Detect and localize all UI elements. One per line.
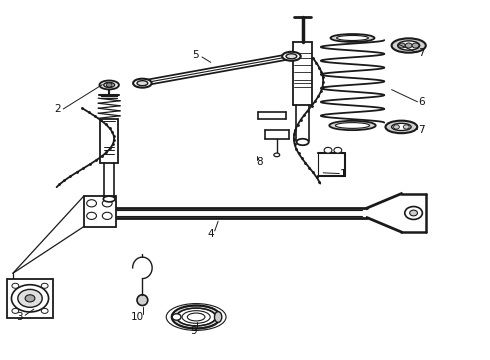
Ellipse shape bbox=[215, 312, 222, 322]
Ellipse shape bbox=[133, 79, 152, 87]
Text: 1: 1 bbox=[340, 168, 346, 179]
Text: 10: 10 bbox=[131, 312, 144, 322]
Circle shape bbox=[102, 200, 112, 207]
Circle shape bbox=[403, 125, 409, 129]
Circle shape bbox=[393, 125, 399, 129]
Circle shape bbox=[334, 147, 342, 153]
Text: 2: 2 bbox=[54, 104, 61, 114]
Ellipse shape bbox=[172, 314, 181, 320]
Circle shape bbox=[412, 43, 419, 48]
Ellipse shape bbox=[392, 39, 426, 53]
Circle shape bbox=[87, 212, 97, 220]
Ellipse shape bbox=[296, 139, 309, 145]
Circle shape bbox=[398, 43, 405, 48]
Ellipse shape bbox=[282, 52, 301, 61]
Ellipse shape bbox=[103, 196, 115, 202]
Circle shape bbox=[410, 210, 417, 216]
Ellipse shape bbox=[104, 82, 115, 87]
Text: 5: 5 bbox=[192, 50, 198, 60]
Circle shape bbox=[25, 295, 35, 302]
Text: 6: 6 bbox=[418, 97, 425, 107]
Ellipse shape bbox=[337, 36, 368, 41]
Circle shape bbox=[18, 289, 42, 307]
Text: 8: 8 bbox=[256, 157, 263, 167]
Ellipse shape bbox=[176, 308, 216, 326]
Text: 7: 7 bbox=[418, 125, 425, 135]
Ellipse shape bbox=[99, 81, 119, 89]
Circle shape bbox=[12, 283, 19, 288]
Ellipse shape bbox=[274, 153, 280, 157]
Circle shape bbox=[41, 309, 48, 314]
Circle shape bbox=[324, 147, 332, 153]
Bar bbox=[6, 279, 53, 318]
Circle shape bbox=[41, 283, 48, 288]
Circle shape bbox=[106, 83, 112, 87]
Ellipse shape bbox=[392, 123, 411, 131]
Ellipse shape bbox=[137, 295, 148, 306]
Ellipse shape bbox=[335, 123, 369, 129]
Text: 4: 4 bbox=[207, 229, 214, 239]
Ellipse shape bbox=[329, 121, 376, 130]
Ellipse shape bbox=[172, 305, 220, 329]
Ellipse shape bbox=[286, 54, 297, 59]
Bar bbox=[84, 196, 116, 226]
Text: 3: 3 bbox=[16, 312, 23, 322]
Circle shape bbox=[87, 200, 97, 207]
Ellipse shape bbox=[398, 41, 419, 50]
Circle shape bbox=[11, 285, 49, 312]
Circle shape bbox=[12, 309, 19, 314]
Circle shape bbox=[405, 207, 422, 220]
Text: 7: 7 bbox=[418, 48, 425, 58]
Ellipse shape bbox=[331, 34, 374, 42]
Circle shape bbox=[405, 43, 412, 48]
Ellipse shape bbox=[137, 81, 148, 86]
Ellipse shape bbox=[386, 121, 417, 133]
Circle shape bbox=[102, 212, 112, 220]
Text: 9: 9 bbox=[191, 325, 197, 336]
